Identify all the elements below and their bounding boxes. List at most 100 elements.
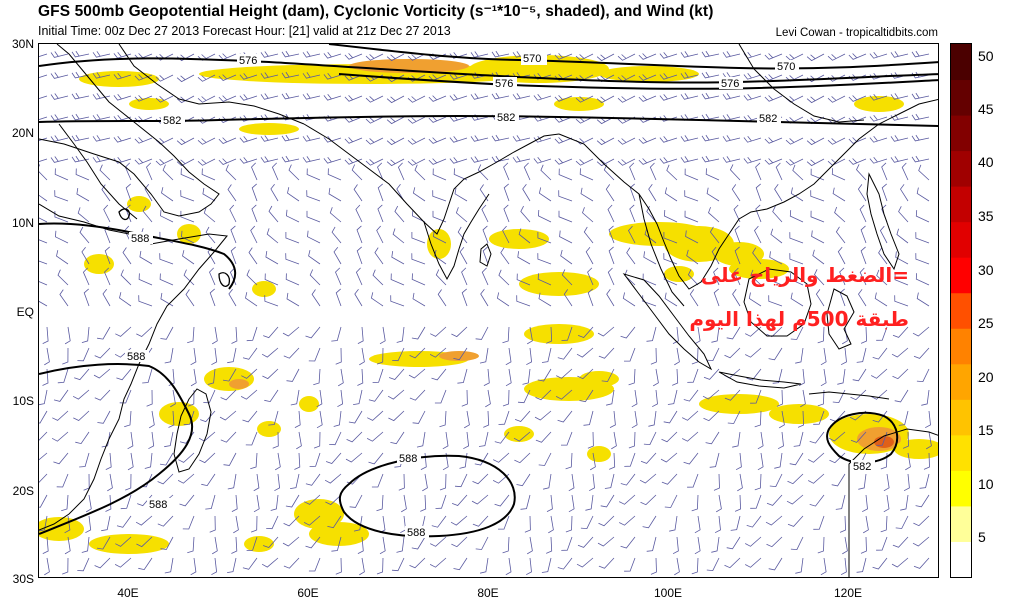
wind-barb — [577, 368, 594, 380]
wind-barb — [113, 135, 132, 143]
wind-barb — [597, 536, 615, 547]
wind-barb — [518, 228, 531, 244]
wind-barb — [661, 473, 678, 485]
wind-barb — [685, 230, 699, 244]
wind-barb — [124, 410, 132, 428]
wind-barb — [220, 389, 237, 401]
wind-barb — [669, 515, 678, 532]
wind-barb — [538, 187, 552, 202]
wind-barb — [548, 515, 554, 534]
vorticity-blob — [524, 324, 594, 344]
wind-barb — [638, 158, 657, 165]
wind-barb — [432, 190, 447, 202]
wind-barb — [449, 136, 468, 143]
wind-barb — [414, 164, 426, 181]
wind-barb — [101, 184, 111, 202]
wind-barb — [606, 389, 615, 406]
wind-barb — [890, 156, 909, 163]
wind-barb — [387, 389, 405, 400]
wind-barb — [890, 135, 909, 142]
coast-java — [718, 371, 802, 389]
vorticity-blob — [89, 534, 169, 554]
wind-barb — [268, 205, 279, 223]
wind-barb — [39, 410, 48, 424]
wind-barb — [323, 93, 342, 101]
vorticity-blob — [554, 97, 604, 111]
wind-barb — [155, 137, 174, 145]
wind-barb — [250, 515, 258, 533]
wind-barb — [684, 210, 699, 223]
wind-barb — [684, 190, 699, 202]
wind-barb — [260, 72, 279, 79]
vorticity-blob — [427, 229, 451, 259]
wind-barb — [880, 515, 888, 533]
wind-barb — [585, 246, 594, 265]
wind-barb — [211, 557, 218, 576]
wind-barb — [306, 168, 321, 181]
wind-barb — [302, 93, 321, 100]
wind-barb — [624, 347, 636, 362]
wind-barb — [251, 183, 258, 202]
wind-barb — [430, 536, 447, 547]
wind-barb — [159, 253, 174, 265]
wind-barb — [790, 536, 804, 551]
wind-barb — [205, 494, 216, 510]
lon-label-40e: 40E — [117, 586, 139, 600]
lat-label-20n: 20N — [11, 126, 34, 140]
wind-barb — [102, 288, 111, 307]
wind-barb — [160, 536, 174, 550]
vorticity-blob — [579, 371, 619, 387]
wind-barb — [652, 368, 659, 387]
wind-barb — [144, 452, 153, 469]
wind-barb — [309, 452, 321, 467]
wind-barb — [115, 326, 132, 337]
wind-barb — [680, 156, 699, 163]
wind-barb — [554, 158, 573, 165]
wind-barb — [183, 269, 195, 286]
contour-label: 588 — [127, 351, 145, 363]
wind-barb — [308, 557, 321, 572]
wind-barb — [768, 347, 783, 361]
wind-barb — [134, 158, 153, 165]
wind-barb — [682, 431, 699, 442]
wind-barb — [455, 207, 468, 223]
wind-barb — [516, 295, 531, 307]
wind-barb — [916, 368, 930, 383]
wind-barb — [431, 368, 447, 381]
wind-barb — [242, 557, 258, 570]
colorbar-swatch — [951, 79, 971, 116]
wind-barb — [54, 230, 69, 244]
wind-barb — [827, 53, 846, 61]
coast-red-sea — [58, 123, 138, 220]
wind-barb — [786, 494, 804, 505]
wind-barb — [451, 494, 468, 506]
wind-barb — [891, 347, 909, 358]
wind-barb — [372, 368, 384, 383]
contour-label: 576 — [239, 55, 257, 67]
wind-barb — [290, 389, 300, 406]
wind-barb — [520, 205, 531, 223]
wind-barb — [270, 494, 279, 511]
wind-barb — [146, 389, 153, 407]
wind-barb — [391, 557, 405, 572]
wind-barb — [386, 95, 405, 104]
vorticity-blob — [239, 123, 299, 135]
wind-barb — [345, 452, 363, 463]
wind-barb — [62, 557, 69, 575]
wind-barb — [785, 137, 804, 145]
wind-barb — [768, 557, 783, 571]
vorticity-blob — [204, 367, 254, 391]
wind-barb — [218, 137, 237, 144]
wind-barb — [554, 95, 573, 102]
wind-barb — [231, 536, 238, 554]
wind-barb — [555, 389, 573, 400]
wind-barb — [663, 410, 678, 424]
wind-barb — [872, 557, 888, 570]
wind-barb — [263, 326, 279, 339]
coastlines — [39, 44, 938, 577]
wind-barb — [148, 410, 155, 429]
wind-barb — [81, 246, 90, 265]
wind-barb — [412, 410, 426, 424]
wind-barb — [281, 71, 300, 79]
wind-barb — [516, 473, 531, 487]
